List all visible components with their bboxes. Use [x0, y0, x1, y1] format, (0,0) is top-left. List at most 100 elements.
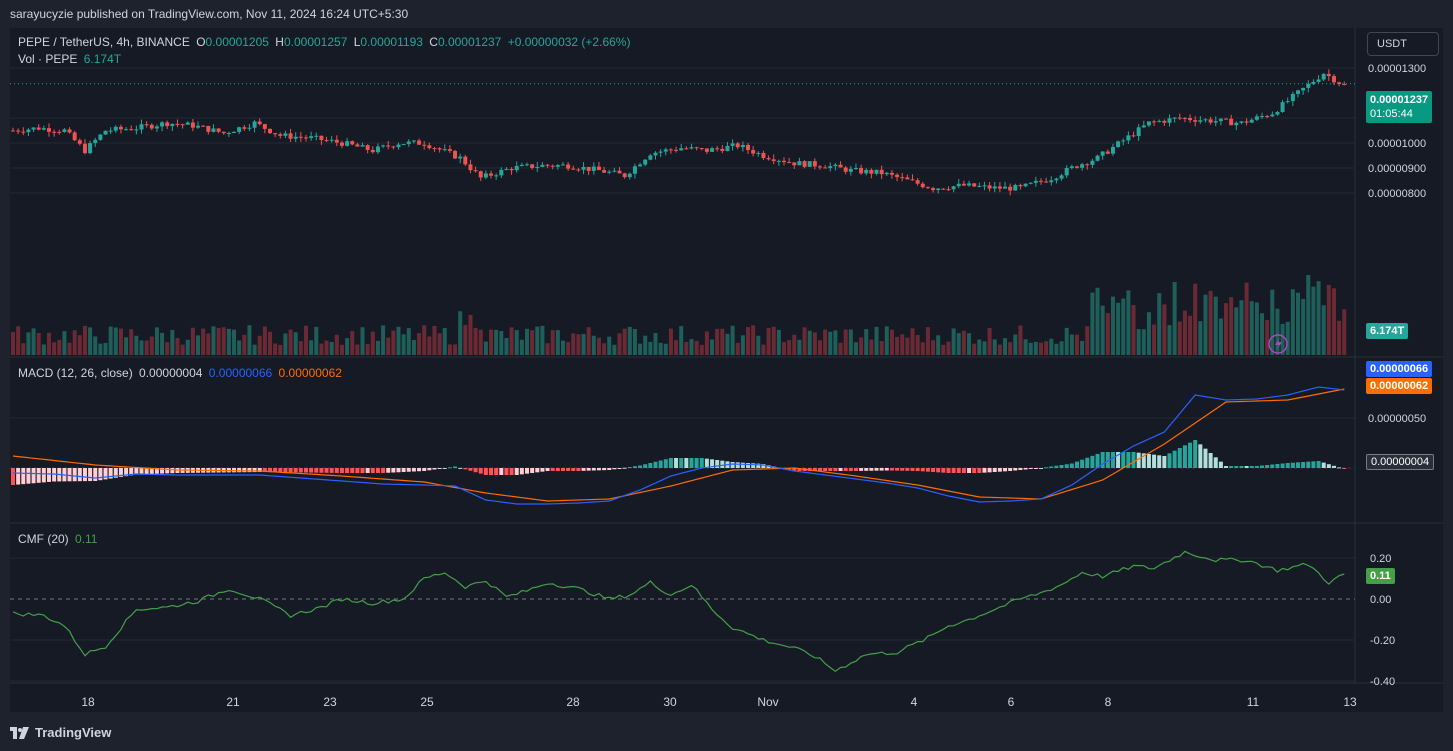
volume-bar [771, 326, 776, 355]
volume-bar [1177, 321, 1182, 355]
candle-body [715, 148, 720, 150]
symbol-name[interactable]: PEPE / TetherUS, 4h, BINANCE [18, 35, 190, 49]
macd-histogram-bar [1008, 468, 1013, 471]
macd-histogram-bar [31, 468, 36, 484]
macd-histogram-bar [859, 468, 864, 471]
volume-bar [293, 332, 298, 355]
candle-body [1146, 121, 1151, 126]
candle-body [273, 133, 278, 135]
candle-body [1193, 120, 1198, 122]
candle-body [961, 183, 966, 186]
volume-bar [1116, 302, 1121, 355]
candle-body [185, 122, 190, 125]
macd-histogram-bar [345, 468, 350, 473]
candle-body [82, 143, 87, 154]
candle-body [1090, 160, 1095, 165]
candle-body [478, 171, 483, 178]
candle-body [566, 164, 571, 169]
macd-histogram-bar [453, 466, 458, 468]
macd-histogram-bar [1116, 452, 1121, 468]
macd-histogram-bar [149, 468, 154, 474]
macd-histogram-bar [278, 468, 283, 473]
candle-body [1131, 135, 1136, 137]
macd-signal-line [12, 388, 1345, 502]
candle-body [1342, 83, 1347, 85]
volume-bar [792, 334, 797, 355]
candle-body [658, 151, 663, 153]
candle-body [98, 134, 103, 140]
candle-body [303, 137, 308, 139]
volume-bar [453, 344, 458, 355]
macd-histogram-bar [1039, 468, 1043, 469]
volume-bar [1095, 287, 1100, 355]
macd-histogram-bar [1193, 440, 1198, 468]
candle-body [1311, 81, 1316, 84]
macd-histogram-bar [1208, 453, 1213, 468]
currency-unit-button[interactable]: USDT [1367, 32, 1439, 56]
volume-bar [196, 335, 201, 355]
volume-bar [823, 329, 828, 355]
volume-bar [1080, 340, 1085, 355]
tradingview-logo[interactable]: TradingView [10, 725, 111, 740]
macd-histogram-bar [1244, 466, 1249, 468]
volume-bar [1321, 305, 1326, 355]
candle-body [1254, 116, 1259, 120]
volume-value: 6.174T [83, 52, 122, 66]
candle-body [874, 169, 879, 174]
volume-bar [694, 340, 699, 355]
macd-histogram-bar [679, 458, 684, 468]
volume-bar [648, 341, 653, 355]
volume-bar [787, 340, 792, 355]
candle-body [946, 189, 951, 191]
macd-histogram-bar [951, 468, 956, 473]
volume-bar [905, 337, 910, 355]
macd-histogram-bar [730, 462, 735, 468]
volume-label[interactable]: Vol · PEPE [18, 52, 78, 66]
macd-histogram-bar [915, 468, 920, 471]
macd-histogram-bar [525, 468, 529, 474]
candle-body [879, 169, 884, 175]
macd-histogram-bar [982, 468, 987, 473]
volume-bar [1275, 308, 1280, 355]
volume-bar [221, 327, 226, 355]
chart-area[interactable]: 0.000013000.000011000.000010000.00000900… [10, 28, 1443, 712]
macd-histogram-bar [262, 468, 267, 473]
candle-body [345, 141, 350, 146]
volume-bar [576, 334, 581, 355]
candle-body [1162, 120, 1167, 123]
cmf-label[interactable]: CMF (20) [18, 532, 69, 546]
volume-bar [463, 325, 468, 355]
volume-bar [879, 341, 884, 355]
candle-body [550, 165, 555, 167]
volume-bar [560, 340, 565, 355]
volume-tag: 6.174T [1366, 323, 1409, 339]
volume-bar [1028, 342, 1033, 355]
macd-histogram-bar [710, 459, 715, 468]
macd-histogram-bar [283, 468, 288, 473]
volume-bar [997, 344, 1002, 355]
macd-label[interactable]: MACD (12, 26, close) [18, 366, 133, 380]
macd-histogram-bar [1167, 453, 1172, 468]
candle-body [432, 148, 437, 150]
chart-svg[interactable]: 0.000013000.000011000.000010000.00000900… [10, 28, 1443, 712]
volume-bar [1193, 283, 1198, 355]
macd-histogram-bar [98, 468, 103, 481]
volume-bar [1311, 286, 1316, 355]
macd-histogram-bar [16, 468, 21, 485]
macd-histogram-bar [406, 468, 411, 472]
candle-body [355, 144, 360, 147]
candle-body [278, 134, 283, 136]
volume-bar [232, 329, 237, 355]
macd-histogram-bar [1162, 456, 1167, 468]
macd-histogram-bar [1296, 462, 1300, 468]
volume-bar [679, 326, 684, 355]
macd-histogram-bar [643, 464, 648, 468]
volume-bar [1049, 338, 1054, 355]
macd-histogram-bar [504, 468, 509, 475]
candle-body [1321, 73, 1326, 80]
volume-bar [617, 333, 622, 355]
candle-body [519, 164, 524, 166]
brand-label: TradingView [35, 725, 112, 740]
volume-bar [1203, 294, 1208, 355]
volume-bar [124, 337, 129, 355]
